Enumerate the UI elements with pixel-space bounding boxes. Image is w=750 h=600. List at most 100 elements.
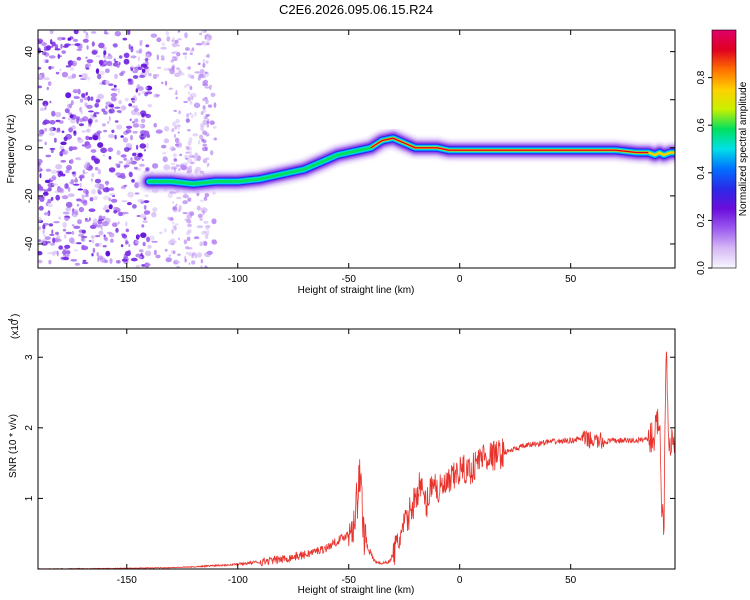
- noise-speck: [143, 130, 150, 137]
- noise-speck: [171, 250, 174, 254]
- noise-speck: [160, 46, 167, 50]
- noise-speck: [168, 87, 173, 90]
- noise-speck: [66, 250, 71, 255]
- noise-speck: [134, 118, 139, 123]
- noise-speck: [88, 110, 94, 113]
- noise-speck: [143, 205, 147, 210]
- noise-speck: [38, 48, 42, 54]
- noise-speck: [185, 47, 190, 51]
- noise-speck: [105, 250, 111, 257]
- noise-speck: [199, 73, 203, 77]
- noise-speck: [38, 185, 44, 191]
- y-tick-label: 0: [24, 145, 35, 151]
- noise-speck: [61, 195, 69, 200]
- noise-speck: [121, 234, 128, 239]
- noise-speck: [83, 97, 90, 101]
- noise-speck: [206, 40, 210, 43]
- noise-speck: [73, 30, 79, 35]
- noise-speck: [38, 205, 44, 211]
- noise-speck: [102, 154, 106, 157]
- noise-speck: [125, 143, 133, 149]
- noise-speck: [179, 153, 183, 157]
- noise-speck: [67, 37, 72, 41]
- noise-speck: [199, 69, 205, 74]
- noise-speck: [71, 60, 77, 67]
- noise-speck: [128, 172, 133, 178]
- noise-speck: [97, 73, 102, 80]
- noise-speck: [130, 160, 137, 165]
- noise-speck: [91, 239, 95, 244]
- noise-speck: [42, 100, 49, 107]
- noise-speck: [116, 124, 123, 130]
- noise-speck: [186, 118, 190, 123]
- noise-speck: [143, 200, 150, 204]
- noise-speck: [205, 226, 210, 230]
- noise-speck: [88, 208, 96, 212]
- noise-speck: [203, 74, 206, 79]
- y-tick-label: -20: [24, 188, 35, 203]
- noise-speck: [172, 153, 177, 158]
- noise-speck: [138, 249, 144, 253]
- noise-speck: [144, 194, 149, 198]
- noise-speck: [42, 191, 49, 196]
- noise-speck: [47, 199, 52, 204]
- noise-speck: [61, 50, 66, 54]
- noise-speck: [105, 80, 110, 85]
- noise-speck: [139, 40, 143, 44]
- noise-speck: [145, 113, 151, 119]
- noise-speck: [65, 231, 73, 235]
- noise-speck: [109, 193, 116, 196]
- noise-speck: [70, 179, 75, 185]
- noise-speck: [65, 183, 69, 189]
- noise-speck: [174, 143, 180, 147]
- noise-speck: [102, 187, 110, 193]
- noise-speck: [130, 46, 134, 53]
- noise-speck: [77, 219, 82, 225]
- noise-speck: [135, 240, 140, 244]
- noise-speck: [164, 126, 170, 132]
- noise-speck: [209, 120, 215, 125]
- noise-speck: [130, 257, 138, 262]
- noise-speck: [102, 245, 107, 248]
- noise-speck: [192, 133, 199, 137]
- noise-speck: [171, 243, 174, 246]
- noise-speck: [96, 130, 102, 134]
- noise-speck: [90, 149, 97, 153]
- noise-speck: [211, 239, 217, 243]
- noise-speck: [178, 208, 181, 213]
- ridge-core-red: [370, 137, 649, 154]
- noise-speck: [51, 41, 56, 47]
- noise-speck: [139, 124, 143, 129]
- noise-speck: [172, 205, 178, 211]
- noise-speck: [52, 237, 56, 244]
- noise-speck: [132, 130, 138, 134]
- noise-speck: [188, 154, 192, 159]
- noise-speck: [96, 96, 102, 100]
- noise-speck: [65, 169, 70, 174]
- noise-speck: [41, 42, 47, 46]
- noise-speck: [202, 83, 209, 87]
- noise-speck: [204, 34, 207, 40]
- noise-speck: [102, 206, 109, 211]
- noise-speck: [51, 175, 57, 181]
- noise-speck: [174, 39, 179, 44]
- noise-speck: [175, 118, 180, 124]
- noise-speck: [132, 204, 137, 209]
- noise-speck: [103, 110, 108, 115]
- noise-speck: [81, 93, 86, 98]
- noise-speck: [184, 32, 188, 39]
- noise-speck: [72, 38, 79, 43]
- noise-speck: [65, 92, 72, 99]
- y-tick-label: 2: [24, 425, 35, 431]
- noise-speck: [103, 46, 107, 51]
- noise-speck: [76, 56, 82, 61]
- noise-speck: [76, 203, 80, 207]
- noise-speck: [210, 92, 216, 98]
- noise-speck: [114, 31, 122, 37]
- noise-speck: [71, 171, 76, 175]
- noise-speck: [69, 66, 75, 71]
- noise-speck: [206, 37, 210, 41]
- noise-speck: [108, 115, 111, 122]
- noise-speck: [188, 66, 191, 70]
- noise-speck: [72, 89, 79, 94]
